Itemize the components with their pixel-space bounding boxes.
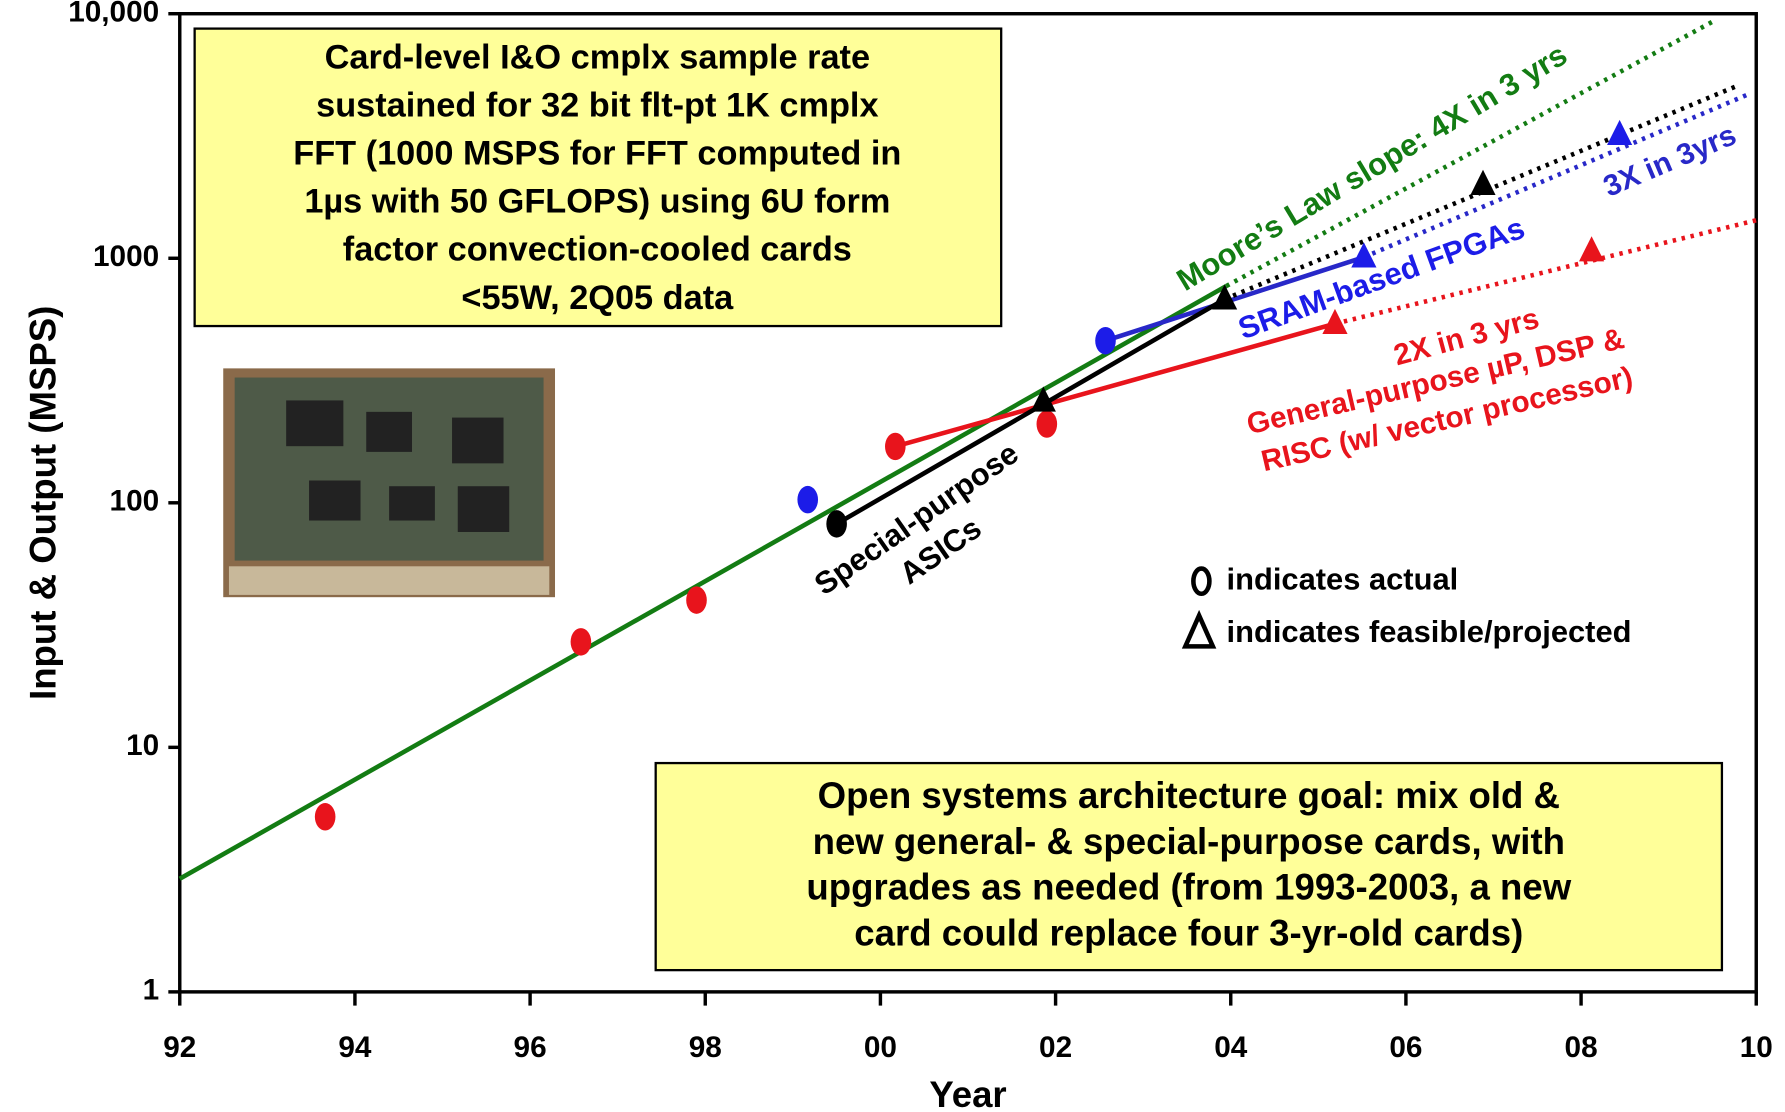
x-tick-label: 94	[338, 1031, 372, 1064]
x-tick-label: 98	[689, 1031, 722, 1064]
legend-text: indicates feasible/projected	[1227, 614, 1632, 649]
projected-point	[1470, 170, 1495, 195]
projected-point	[1212, 284, 1237, 309]
note-text: 1µs with 50 GFLOPS) using 6U form	[304, 183, 890, 221]
x-tick-label: 96	[514, 1031, 547, 1064]
y-tick-label: 10	[126, 729, 159, 762]
actual-point	[885, 433, 906, 460]
x-tick-label: 06	[1389, 1031, 1422, 1064]
x-tick-label: 04	[1214, 1031, 1248, 1064]
x-tick-label: 08	[1565, 1031, 1598, 1064]
x-tick-label: 00	[864, 1031, 897, 1064]
y-tick-label: 100	[110, 485, 160, 518]
legend-text: indicates actual	[1227, 561, 1459, 596]
actual-point	[571, 628, 592, 655]
x-tick-label: 02	[1039, 1031, 1072, 1064]
trend-line	[837, 299, 1225, 524]
projected-point	[1579, 236, 1604, 261]
chart: 1 10 100 1000 10,000 92 94 96 98 00 02 04 06 08 10 Year…	[0, 0, 1785, 1112]
actual-point	[315, 803, 336, 830]
projected-point	[1607, 120, 1632, 145]
x-axis-label: Year	[929, 1074, 1006, 1112]
y-tick-label: 1000	[93, 240, 159, 273]
y-tick-label: 10,000	[68, 0, 159, 29]
note-text: new general- & special-purpose cards, wi…	[813, 821, 1565, 862]
y-axis-label: Input & Output (MSPS)	[23, 306, 64, 700]
actual-point	[797, 486, 818, 513]
legend-actual-marker	[1193, 569, 1209, 594]
actual-point	[826, 510, 847, 537]
actual-point	[686, 586, 707, 613]
note-text: factor convection-cooled cards	[343, 231, 852, 269]
note-text: <55W, 2Q05 data	[461, 279, 734, 317]
note-text: FFT (1000 MSPS for FFT computed in	[293, 135, 901, 173]
note-text: sustained for 32 bit flt-pt 1K cmplx	[316, 87, 878, 125]
actual-point	[1095, 327, 1116, 354]
x-tick-label: 10	[1740, 1031, 1773, 1064]
y-tick-label: 1	[143, 974, 160, 1007]
note-text: Open systems architecture goal: mix old …	[818, 775, 1560, 816]
actual-point	[1037, 410, 1058, 437]
note-text: Card-level I&O cmplx sample rate	[325, 39, 870, 77]
board-photo	[223, 368, 555, 597]
note-text: upgrades as needed (from 1993-2003, a ne…	[806, 867, 1571, 908]
legend-projected-marker	[1185, 615, 1212, 646]
note-text: card could replace four 3-yr-old cards)	[854, 912, 1523, 953]
x-tick-label: 92	[163, 1031, 196, 1064]
